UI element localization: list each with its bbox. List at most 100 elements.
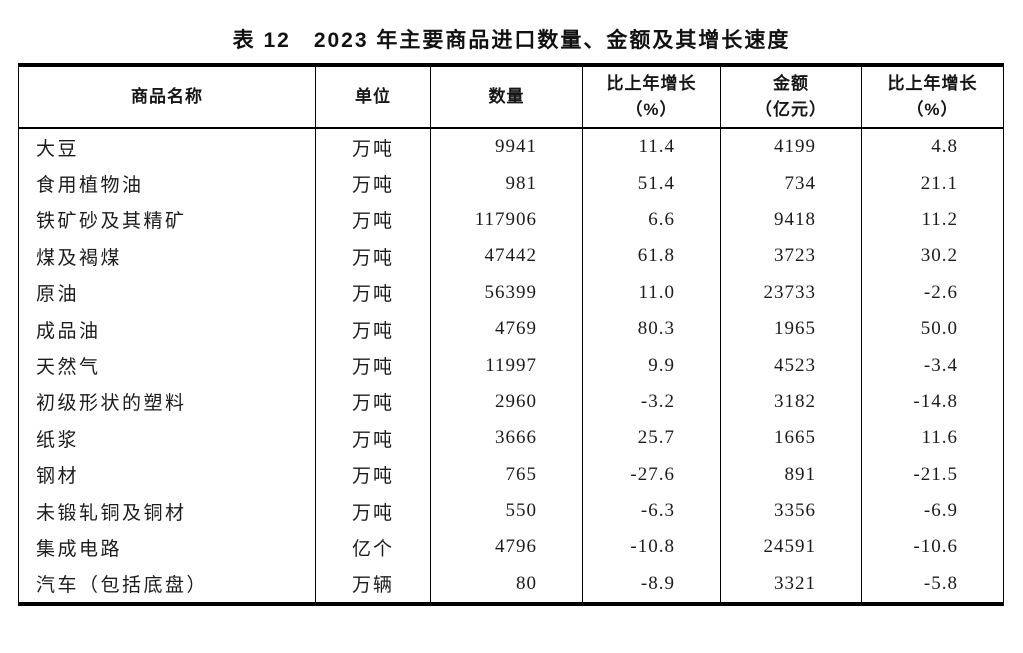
cell-amount-growth: -3.4 xyxy=(861,347,1004,384)
cell-unit: 万吨 xyxy=(315,274,431,311)
cell-amount-growth: -5.8 xyxy=(861,565,1004,605)
cell-commodity-name: 原油 xyxy=(18,274,316,311)
header-label: 比上年增长 xyxy=(887,74,978,93)
cell-commodity-name: 未锻轧铜及铜材 xyxy=(18,492,316,530)
table-row: 集成电路 亿个 4796 -10.8 24591 -10.6 xyxy=(18,529,1004,566)
cell-amount-growth: 11.6 xyxy=(861,420,1004,457)
table-row: 食用植物油 万吨 981 51.4 734 21.1 xyxy=(18,165,1004,202)
cell-commodity-name: 汽车（包括底盘） xyxy=(18,565,316,605)
cell-amount-growth: 21.1 xyxy=(861,165,1004,202)
cell-unit: 万吨 xyxy=(315,238,431,275)
cell-amount-growth: 4.8 xyxy=(861,128,1004,166)
table-row: 钢材 万吨 765 -27.6 891 -21.5 xyxy=(18,456,1004,493)
cell-commodity-name: 煤及褐煤 xyxy=(18,238,316,275)
cell-commodity-name: 初级形状的塑料 xyxy=(18,383,316,421)
cell-amount-growth: -21.5 xyxy=(861,456,1004,493)
cell-quantity-growth: 25.7 xyxy=(582,420,721,457)
cell-amount: 734 xyxy=(720,165,862,202)
cell-quantity: 550 xyxy=(430,492,583,530)
cell-unit: 万吨 xyxy=(315,347,431,384)
cell-unit: 万辆 xyxy=(315,565,431,605)
table-header-row: 商品名称 单位 数量 比上年增长 （%） 金额 （亿元） xyxy=(18,65,1004,129)
header-unit: 单位 xyxy=(315,65,431,129)
table-row: 原油 万吨 56399 11.0 23733 -2.6 xyxy=(18,274,1004,311)
table-body: 大豆 万吨 9941 11.4 4199 4.8 食用植物油 万吨 981 51… xyxy=(18,128,1004,605)
cell-amount-growth: -6.9 xyxy=(861,492,1004,530)
cell-amount-growth: -14.8 xyxy=(861,383,1004,421)
header-label: 商品名称 xyxy=(131,87,203,106)
cell-quantity: 4769 xyxy=(430,310,583,348)
header-label: 单位 xyxy=(355,87,391,106)
cell-quantity-growth: -8.9 xyxy=(582,565,721,605)
table-row: 大豆 万吨 9941 11.4 4199 4.8 xyxy=(18,128,1004,166)
table-row: 纸浆 万吨 3666 25.7 1665 11.6 xyxy=(18,420,1004,457)
cell-amount: 3182 xyxy=(720,383,862,421)
table-row: 汽车（包括底盘） 万辆 80 -8.9 3321 -5.8 xyxy=(18,565,1004,605)
cell-quantity: 765 xyxy=(430,456,583,493)
cell-unit: 万吨 xyxy=(315,165,431,202)
cell-amount-growth: -2.6 xyxy=(861,274,1004,311)
cell-commodity-name: 天然气 xyxy=(18,347,316,384)
header-commodity-name: 商品名称 xyxy=(18,65,316,129)
cell-quantity-growth: 51.4 xyxy=(582,165,721,202)
cell-quantity-growth: 6.6 xyxy=(582,201,721,239)
cell-unit: 万吨 xyxy=(315,201,431,239)
cell-quantity: 3666 xyxy=(430,420,583,457)
cell-commodity-name: 集成电路 xyxy=(18,529,316,566)
cell-commodity-name: 纸浆 xyxy=(18,420,316,457)
table-row: 未锻轧铜及铜材 万吨 550 -6.3 3356 -6.9 xyxy=(18,492,1004,530)
cell-quantity: 2960 xyxy=(430,383,583,421)
cell-commodity-name: 食用植物油 xyxy=(18,165,316,202)
cell-quantity-growth: 11.4 xyxy=(582,128,721,166)
import-commodities-table: 商品名称 单位 数量 比上年增长 （%） 金额 （亿元） xyxy=(18,63,1004,607)
cell-quantity-growth: 80.3 xyxy=(582,310,721,348)
cell-commodity-name: 成品油 xyxy=(18,310,316,348)
cell-unit: 万吨 xyxy=(315,420,431,457)
cell-amount: 23733 xyxy=(720,274,862,311)
cell-quantity-growth: -3.2 xyxy=(582,383,721,421)
cell-quantity: 47442 xyxy=(430,238,583,275)
header-amount: 金额 （亿元） xyxy=(720,65,862,129)
cell-unit: 万吨 xyxy=(315,492,431,530)
header-label: 数量 xyxy=(488,87,525,106)
cell-quantity: 56399 xyxy=(430,274,583,311)
cell-amount: 891 xyxy=(720,456,862,493)
cell-amount: 24591 xyxy=(720,529,862,566)
cell-commodity-name: 钢材 xyxy=(18,456,316,493)
header-quantity-growth: 比上年增长 （%） xyxy=(582,65,721,129)
cell-quantity-growth: 61.8 xyxy=(582,238,721,275)
table-row: 铁矿砂及其精矿 万吨 117906 6.6 9418 11.2 xyxy=(18,201,1004,239)
cell-unit: 万吨 xyxy=(315,383,431,421)
cell-amount: 9418 xyxy=(720,201,862,239)
table-row: 成品油 万吨 4769 80.3 1965 50.0 xyxy=(18,310,1004,348)
cell-amount: 1665 xyxy=(720,420,862,457)
cell-unit: 亿个 xyxy=(315,529,431,566)
cell-quantity-growth: -27.6 xyxy=(582,456,721,493)
cell-commodity-name: 大豆 xyxy=(18,128,316,166)
cell-quantity: 11997 xyxy=(430,347,583,384)
cell-amount-growth: 11.2 xyxy=(861,201,1004,239)
cell-quantity-growth: 9.9 xyxy=(582,347,721,384)
cell-quantity-growth: 11.0 xyxy=(582,274,721,311)
cell-unit: 万吨 xyxy=(315,128,431,166)
header-sublabel: （亿元） xyxy=(755,100,827,119)
cell-quantity: 80 xyxy=(430,565,583,605)
cell-amount-growth: -10.6 xyxy=(861,529,1004,566)
cell-amount: 3321 xyxy=(720,565,862,605)
cell-unit: 万吨 xyxy=(315,310,431,348)
cell-amount: 3356 xyxy=(720,492,862,530)
header-amount-growth: 比上年增长 （%） xyxy=(861,65,1004,129)
table-row: 初级形状的塑料 万吨 2960 -3.2 3182 -14.8 xyxy=(18,383,1004,421)
header-quantity: 数量 xyxy=(430,65,583,129)
cell-unit: 万吨 xyxy=(315,456,431,493)
cell-quantity: 117906 xyxy=(430,201,583,239)
cell-amount: 4523 xyxy=(720,347,862,384)
header-label: 金额 xyxy=(773,74,809,93)
cell-amount-growth: 50.0 xyxy=(861,310,1004,348)
cell-amount-growth: 30.2 xyxy=(861,238,1004,275)
table-title: 表 12 2023 年主要商品进口数量、金额及其增长速度 xyxy=(232,29,791,52)
cell-quantity-growth: -10.8 xyxy=(582,529,721,566)
table-row: 煤及褐煤 万吨 47442 61.8 3723 30.2 xyxy=(18,238,1004,275)
cell-amount: 4199 xyxy=(720,128,862,166)
header-sublabel: （%） xyxy=(906,100,959,119)
